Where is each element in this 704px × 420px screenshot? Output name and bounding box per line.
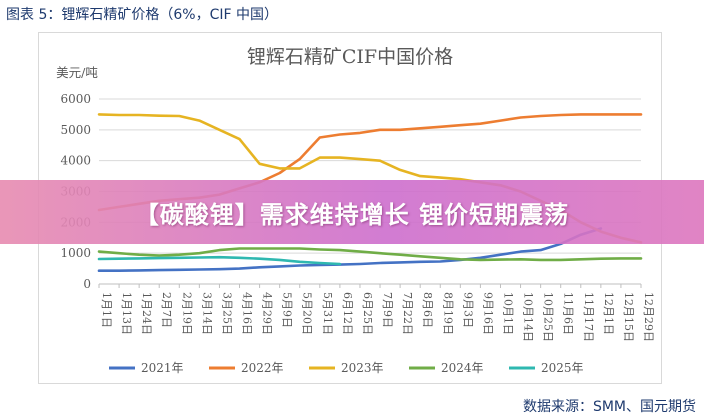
x-tick-label: 9月3日 <box>461 292 474 328</box>
x-tick-label: 3月14日 <box>200 292 213 335</box>
legend-label: 2021年 <box>141 361 184 375</box>
x-tick-label: 12月1日 <box>602 292 615 335</box>
x-tick-label: 1月24日 <box>140 292 153 335</box>
x-tick-label: 10月25日 <box>542 292 555 342</box>
y-tick-label: 0 <box>83 277 91 291</box>
legend-label: 2022年 <box>241 361 284 375</box>
series-line-2024年 <box>97 247 643 262</box>
x-tick-label: 8月19日 <box>441 292 454 335</box>
data-source: 数据来源：SMM、国元期货 <box>522 399 696 415</box>
y-tick-label: 5000 <box>60 123 91 137</box>
x-tick-label: 12月29日 <box>642 292 655 342</box>
x-tick-label: 2月7日 <box>160 292 173 328</box>
series-line-2021年 <box>97 227 603 272</box>
x-tick-label: 5月9日 <box>281 292 294 328</box>
x-tick-label: 6月12日 <box>341 292 354 335</box>
x-tick-label: 6月25日 <box>361 292 374 335</box>
x-tick-label: 10月1日 <box>501 292 514 335</box>
legend-label: 2025年 <box>541 361 584 375</box>
chart-title: 锂辉石精矿CIF中国价格 <box>247 46 453 68</box>
x-tick-label: 11月6日 <box>562 292 575 335</box>
y-tick-label: 4000 <box>60 154 91 168</box>
x-tick-label: 2月19日 <box>180 292 193 335</box>
y-unit-label: 美元/吨 <box>56 65 98 80</box>
x-tick-label: 10月14日 <box>522 292 535 342</box>
x-tick-label: 5月20日 <box>301 292 314 335</box>
figure-caption: 图表 5：锂辉石精矿价格（6%，CIF 中国） <box>6 7 278 23</box>
x-tick-label: 12月15日 <box>622 292 635 342</box>
series-lines <box>97 113 643 272</box>
headline-banner: 【碳酸锂】需求维持增长 锂价短期震荡 <box>0 180 704 244</box>
x-tick-label: 7月9日 <box>381 292 394 328</box>
legend: 2021年 2022年 2023年 2024年 2025年 <box>109 361 584 375</box>
x-tick-label: 3月25日 <box>220 292 233 335</box>
x-tick-label: 7月22日 <box>401 292 414 335</box>
legend-label: 2024年 <box>441 361 484 375</box>
x-tick-labels: 1月1日 1月13日 1月24日 2月7日 2月19日 3月14日 3月25日 4月16日 4月… <box>98 284 655 342</box>
legend-label: 2023年 <box>341 361 384 375</box>
x-tick-label: 4月16日 <box>241 292 254 335</box>
x-tick-label: 5月31日 <box>321 292 334 335</box>
series-line-2025年 <box>97 255 342 266</box>
y-tick-label: 6000 <box>60 92 91 106</box>
x-tick-label: 4月29日 <box>261 292 274 335</box>
x-tick-label: 8月6日 <box>421 292 434 328</box>
y-tick-label: 1000 <box>60 246 91 260</box>
x-tick-label: 1月13日 <box>120 292 133 335</box>
x-tick-label: 9月16日 <box>481 292 494 335</box>
x-tick-label: 1月1日 <box>100 292 113 328</box>
headline-text: 【碳酸锂】需求维持增长 锂价短期震荡 <box>134 200 570 229</box>
x-tick-label: 11月17日 <box>582 292 595 342</box>
